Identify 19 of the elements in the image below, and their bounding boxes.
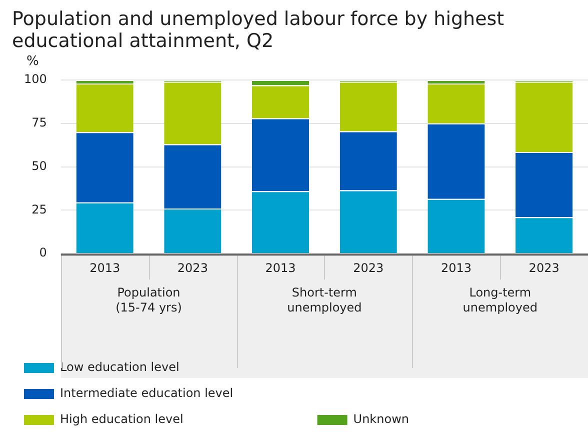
legend-label: Intermediate education level — [60, 386, 330, 400]
x-tick-label: 2013 — [90, 260, 120, 275]
y-tick-label: 25 — [32, 202, 47, 216]
y-axis-title: % — [26, 54, 39, 69]
chart-title: Population and unemployed labour force by highest educational attainment, Q2 — [11, 7, 506, 52]
legend-label: High education level — [60, 412, 304, 426]
y-tick-label: 75 — [32, 116, 47, 130]
x-tick-label: 2023 — [528, 260, 560, 275]
y-tick-label: 50 — [32, 158, 47, 173]
text: Short-term unemployed — [287, 286, 362, 315]
text: Long-term unemployed — [462, 286, 538, 315]
legend-label: Unknown — [353, 412, 506, 426]
x-tick-label: 2013 — [440, 260, 472, 275]
y-tick-label: 0 — [39, 246, 47, 260]
y-tick-label: 100 — [24, 72, 47, 86]
x-tick-label: 2013 — [265, 260, 296, 275]
x-tick-label: 2023 — [177, 260, 208, 275]
x-tick-label: 2023 — [353, 260, 384, 275]
text: Population (15-74 yrs) — [116, 286, 182, 315]
